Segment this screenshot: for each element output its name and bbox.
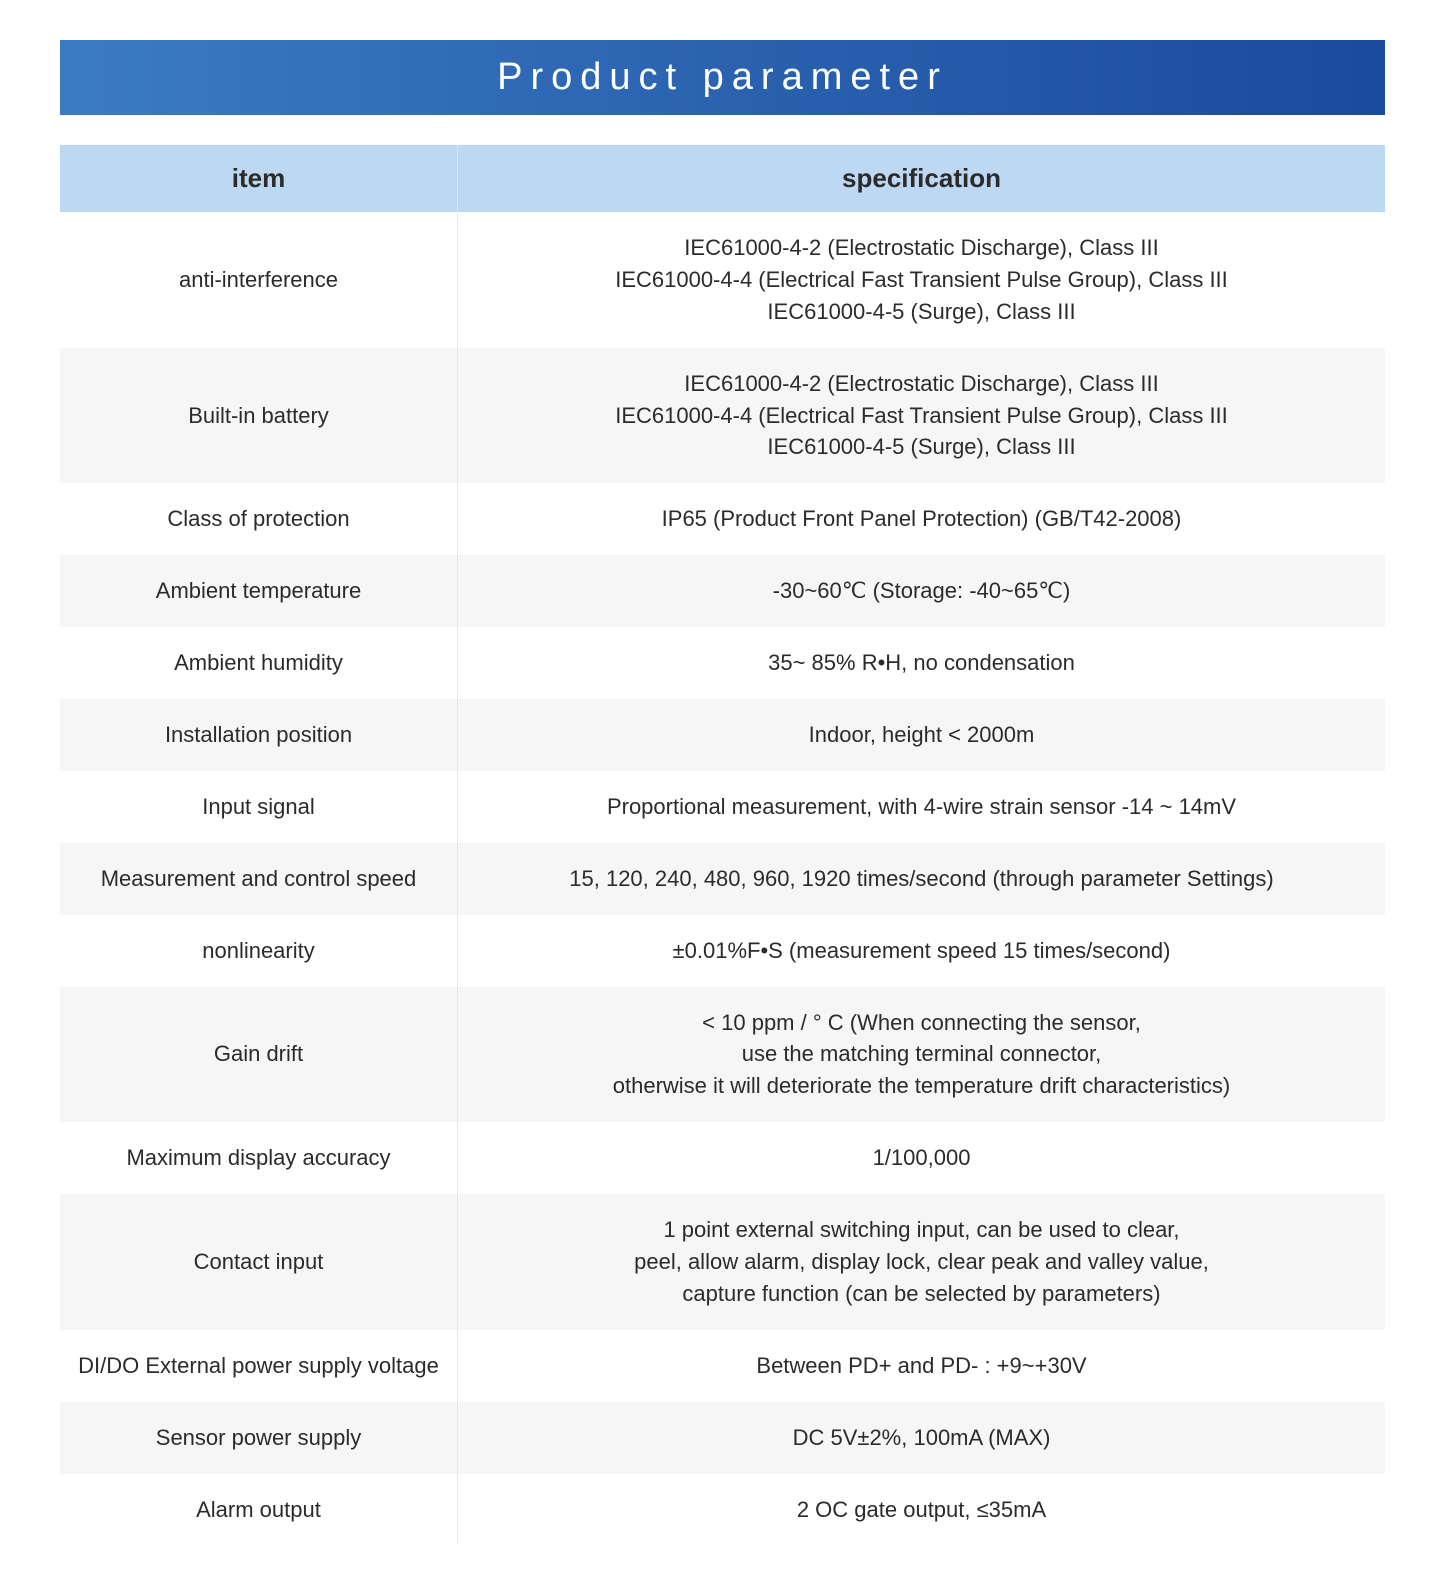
spec-cell: 1/100,000 (458, 1122, 1386, 1194)
item-cell: Ambient temperature (60, 555, 458, 627)
parameter-table: item specification anti-interferenceIEC6… (60, 145, 1385, 1545)
item-cell: Alarm output (60, 1474, 458, 1546)
page-title: Product parameter (60, 40, 1385, 115)
header-item: item (60, 145, 458, 212)
spec-cell: 1 point external switching input, can be… (458, 1194, 1386, 1330)
item-cell: DI/DO External power supply voltage (60, 1330, 458, 1402)
item-cell: nonlinearity (60, 915, 458, 987)
item-cell: Maximum display accuracy (60, 1122, 458, 1194)
table-row: Maximum display accuracy1/100,000 (60, 1122, 1385, 1194)
table-row: Alarm output2 OC gate output, ≤35mA (60, 1474, 1385, 1546)
table-row: Ambient temperature-30~60℃ (Storage: -40… (60, 555, 1385, 627)
header-spec: specification (458, 145, 1386, 212)
item-cell: Input signal (60, 771, 458, 843)
table-row: anti-interferenceIEC61000-4-2 (Electrost… (60, 212, 1385, 348)
item-cell: Ambient humidity (60, 627, 458, 699)
spec-cell: Indoor, height < 2000m (458, 699, 1386, 771)
spec-cell: Proportional measurement, with 4-wire st… (458, 771, 1386, 843)
table-row: Ambient humidity35~ 85% R•H, no condensa… (60, 627, 1385, 699)
table-row: Gain drift< 10 ppm / ° C (When connectin… (60, 987, 1385, 1123)
table-row: DI/DO External power supply voltageBetwe… (60, 1330, 1385, 1402)
spec-cell: < 10 ppm / ° C (When connecting the sens… (458, 987, 1386, 1123)
table-row: Measurement and control speed15, 120, 24… (60, 843, 1385, 915)
spec-cell: DC 5V±2%, 100mA (MAX) (458, 1402, 1386, 1474)
table-row: Built-in batteryIEC61000-4-2 (Electrosta… (60, 348, 1385, 484)
item-cell: Sensor power supply (60, 1402, 458, 1474)
table-row: Class of protectionIP65 (Product Front P… (60, 483, 1385, 555)
table-row: Sensor power supplyDC 5V±2%, 100mA (MAX) (60, 1402, 1385, 1474)
table-row: nonlinearity±0.01%F•S (measurement speed… (60, 915, 1385, 987)
spec-cell: 35~ 85% R•H, no condensation (458, 627, 1386, 699)
spec-cell: ±0.01%F•S (measurement speed 15 times/se… (458, 915, 1386, 987)
table-row: Installation positionIndoor, height < 20… (60, 699, 1385, 771)
item-cell: Gain drift (60, 987, 458, 1123)
table-body: anti-interferenceIEC61000-4-2 (Electrost… (60, 212, 1385, 1545)
spec-cell: Between PD+ and PD- : +9~+30V (458, 1330, 1386, 1402)
spec-cell: IP65 (Product Front Panel Protection) (G… (458, 483, 1386, 555)
table-row: Input signalProportional measurement, wi… (60, 771, 1385, 843)
spec-cell: IEC61000-4-2 (Electrostatic Discharge), … (458, 212, 1386, 348)
item-cell: anti-interference (60, 212, 458, 348)
table-header-row: item specification (60, 145, 1385, 212)
spec-cell: -30~60℃ (Storage: -40~65℃) (458, 555, 1386, 627)
spec-cell: 15, 120, 240, 480, 960, 1920 times/secon… (458, 843, 1386, 915)
item-cell: Built-in battery (60, 348, 458, 484)
item-cell: Installation position (60, 699, 458, 771)
item-cell: Measurement and control speed (60, 843, 458, 915)
item-cell: Class of protection (60, 483, 458, 555)
spec-cell: IEC61000-4-2 (Electrostatic Discharge), … (458, 348, 1386, 484)
spec-cell: 2 OC gate output, ≤35mA (458, 1474, 1386, 1546)
item-cell: Contact input (60, 1194, 458, 1330)
table-row: Contact input1 point external switching … (60, 1194, 1385, 1330)
